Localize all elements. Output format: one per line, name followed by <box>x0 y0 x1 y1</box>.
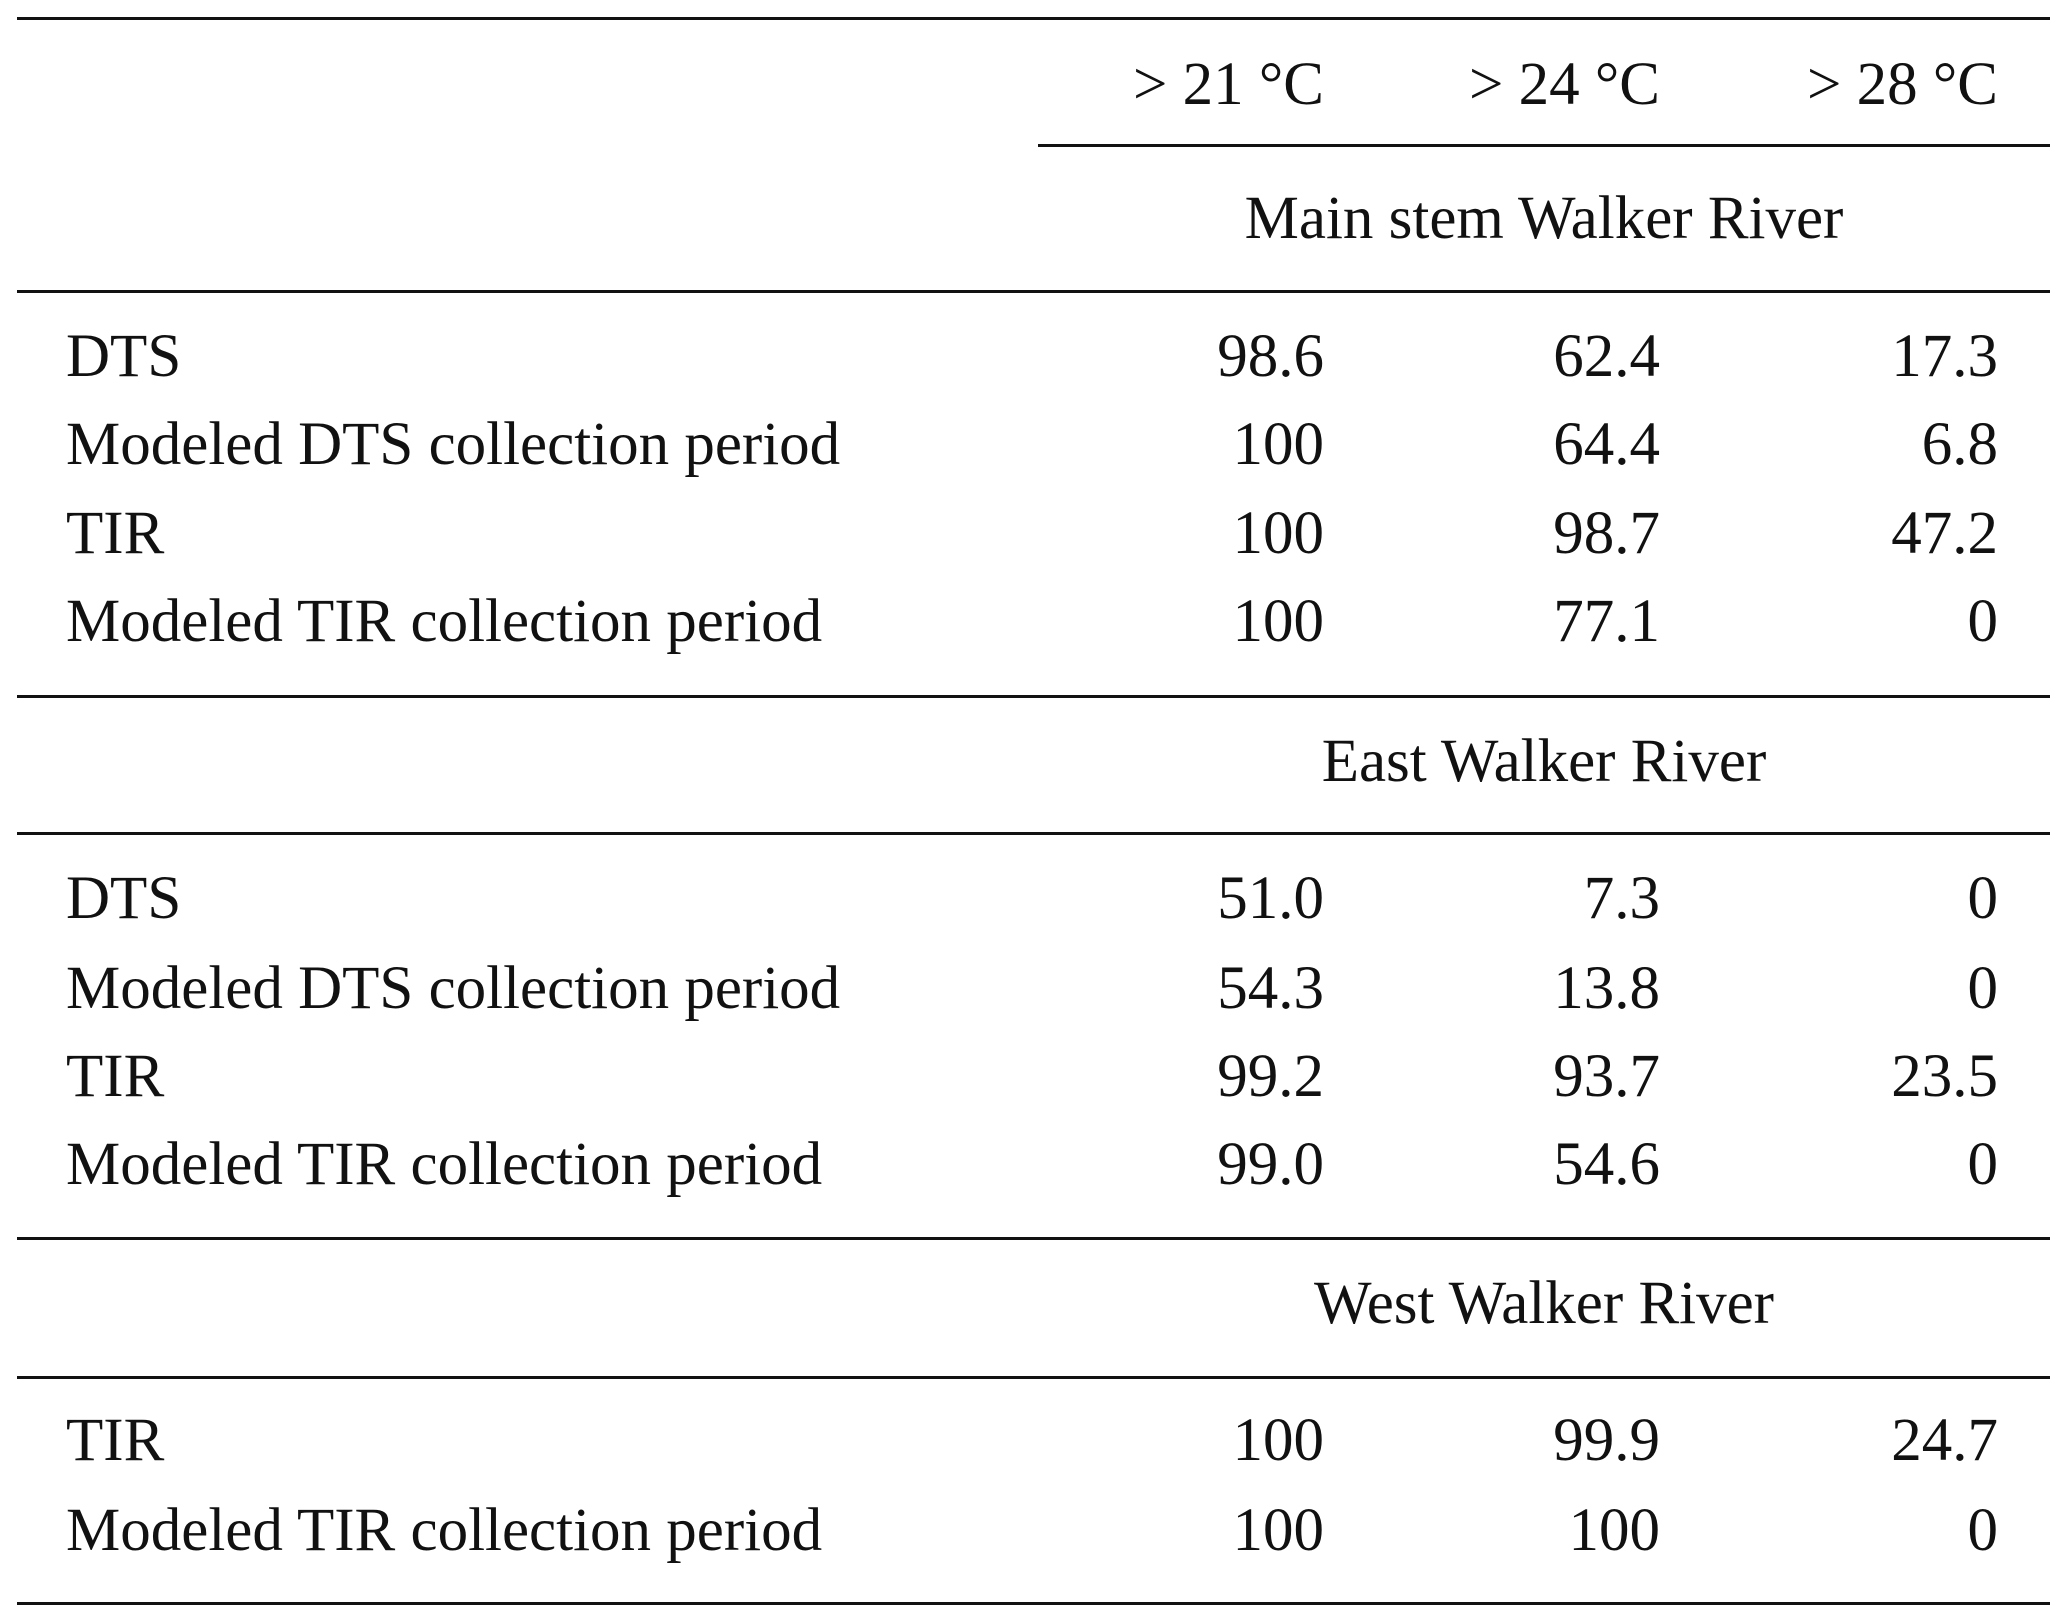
column-header: > 24 °C <box>1469 51 1660 118</box>
cell: 100 <box>1232 1407 1325 1474</box>
cell: 24.7 <box>1891 1407 1998 1474</box>
cell: 62.4 <box>1553 323 1660 390</box>
cell: 47.2 <box>1891 500 1998 567</box>
cell: 54.6 <box>1553 1131 1660 1198</box>
cell: 64.4 <box>1553 411 1660 478</box>
cell: 0 <box>1967 588 1999 655</box>
top-rule <box>17 17 2050 20</box>
cell: 7.3 <box>1583 865 1660 932</box>
cell: 23.5 <box>1891 1043 1998 1110</box>
section-title: East Walker River <box>1321 728 1767 795</box>
cell: 54.3 <box>1217 955 1324 1022</box>
cell: 51.0 <box>1217 865 1324 932</box>
cell: 99.9 <box>1553 1407 1660 1474</box>
row-label: TIR <box>66 1407 165 1474</box>
cell: 99.0 <box>1217 1131 1324 1198</box>
column-header: > 21 °C <box>1133 51 1324 118</box>
row-label: Modeled TIR collection period <box>66 1131 823 1198</box>
cell: 77.1 <box>1553 588 1660 655</box>
section-title: Main stem Walker River <box>1244 185 1844 252</box>
cell: 93.7 <box>1553 1043 1660 1110</box>
cell: 100 <box>1568 1497 1661 1564</box>
row-label: Modeled TIR collection period <box>66 1497 823 1564</box>
section-rule <box>17 1376 2050 1379</box>
cell: 0 <box>1967 1497 1999 1564</box>
section-rule <box>17 832 2050 835</box>
cell: 0 <box>1967 1131 1999 1198</box>
section-title: West Walker River <box>1314 1270 1774 1337</box>
cell: 0 <box>1967 955 1999 1022</box>
cell: 98.6 <box>1217 323 1324 390</box>
cell: 13.8 <box>1553 955 1660 1022</box>
cell: 98.7 <box>1553 500 1660 567</box>
cell: 100 <box>1232 500 1325 567</box>
cell: 100 <box>1232 1497 1325 1564</box>
cell: 0 <box>1967 865 1999 932</box>
row-label: Modeled DTS collection period <box>66 955 841 1022</box>
section-rule <box>17 695 2050 698</box>
row-label: DTS <box>66 323 182 390</box>
row-label: Modeled DTS collection period <box>66 411 841 478</box>
bottom-rule <box>17 1602 2050 1605</box>
header-rule <box>1038 144 2050 147</box>
row-label: TIR <box>66 500 165 567</box>
row-label: DTS <box>66 865 182 932</box>
column-header: > 28 °C <box>1807 51 1998 118</box>
cell: 6.8 <box>1921 411 1998 478</box>
section-rule <box>17 1237 2050 1240</box>
row-label: TIR <box>66 1043 165 1110</box>
row-label: Modeled TIR collection period <box>66 588 823 655</box>
section-rule <box>17 290 2050 293</box>
cell: 17.3 <box>1891 323 1998 390</box>
cell: 99.2 <box>1217 1043 1324 1110</box>
cell: 100 <box>1232 411 1325 478</box>
cell: 100 <box>1232 588 1325 655</box>
